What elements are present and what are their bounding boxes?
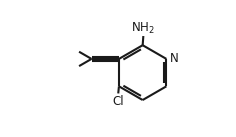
Text: NH$_2$: NH$_2$	[131, 21, 155, 36]
Text: N: N	[169, 52, 178, 65]
Text: Cl: Cl	[112, 95, 124, 108]
